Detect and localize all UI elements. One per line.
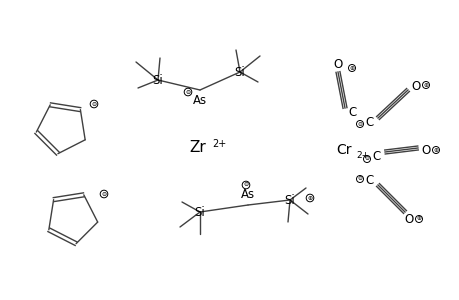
Text: O: O: [333, 58, 342, 70]
Text: O: O: [410, 80, 420, 92]
Text: ⊕: ⊕: [416, 217, 420, 221]
Text: C: C: [372, 151, 381, 164]
Text: ⊖: ⊖: [357, 176, 362, 181]
Text: O: O: [420, 143, 430, 157]
Text: ⊖: ⊖: [185, 89, 190, 94]
Text: O: O: [403, 214, 413, 226]
Text: Zr: Zr: [189, 140, 206, 155]
Text: Si: Si: [152, 74, 163, 86]
Text: Si: Si: [194, 206, 205, 218]
Text: ⊖: ⊖: [101, 191, 106, 196]
Text: C: C: [365, 175, 373, 188]
Text: ⊖: ⊖: [91, 101, 96, 106]
Text: ⊖: ⊖: [357, 122, 362, 127]
Text: ⊖: ⊖: [364, 157, 369, 161]
Text: C: C: [365, 116, 373, 128]
Text: C: C: [348, 106, 356, 118]
Text: Si: Si: [284, 194, 295, 206]
Text: ⊕: ⊕: [433, 148, 437, 152]
Text: 2+: 2+: [355, 151, 368, 160]
Text: As: As: [192, 94, 207, 106]
Text: As: As: [241, 188, 254, 202]
Text: Cr: Cr: [336, 143, 351, 157]
Text: ⊕: ⊕: [349, 65, 354, 70]
Text: 2+: 2+: [212, 139, 226, 149]
Text: ⊕: ⊕: [307, 196, 312, 200]
Text: ⊖: ⊖: [243, 182, 248, 188]
Text: Si: Si: [234, 65, 245, 79]
Text: ⊕: ⊕: [423, 82, 427, 88]
